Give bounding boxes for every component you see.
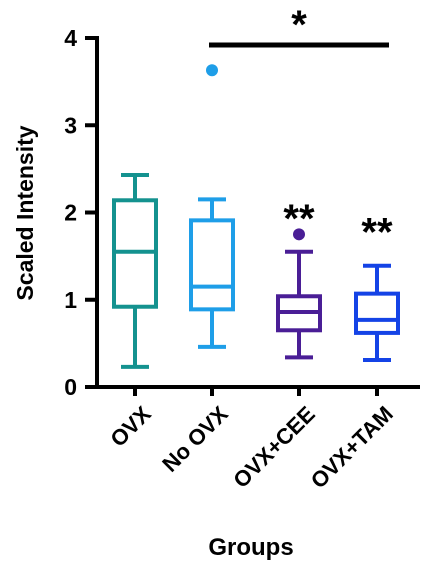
box-no-ovx (189, 64, 235, 349)
y-tick-label: 3 (64, 112, 77, 138)
outlier-point (293, 228, 305, 241)
x-tick-label: OVX+TAM (306, 401, 398, 493)
significance-stars: ** (283, 197, 315, 241)
iqr-box (189, 218, 235, 312)
box-ovx-cee: ** (276, 197, 322, 360)
box-ovx (112, 172, 158, 369)
y-tick-label: 1 (64, 287, 77, 313)
y-axis-label: Scaled Intensity (12, 125, 38, 300)
annotations: * (209, 3, 389, 48)
y-tick-label: 2 (64, 200, 77, 226)
y-tick-label: 4 (64, 25, 77, 51)
y-tick-label: 0 (64, 374, 77, 400)
outlier-point (206, 64, 218, 77)
box-series: ** ** (112, 64, 400, 369)
box-ovx-tam: ** (354, 211, 400, 362)
x-tick-label: OVX+CEE (228, 401, 320, 493)
significance-stars: ** (361, 211, 393, 255)
x-tick-label: OVX (105, 401, 156, 452)
iqr-box (354, 291, 400, 335)
significance-bar-label: * (291, 3, 307, 47)
x-tick-label: No OVX (157, 401, 233, 477)
x-axis-label: Groups (208, 534, 293, 561)
